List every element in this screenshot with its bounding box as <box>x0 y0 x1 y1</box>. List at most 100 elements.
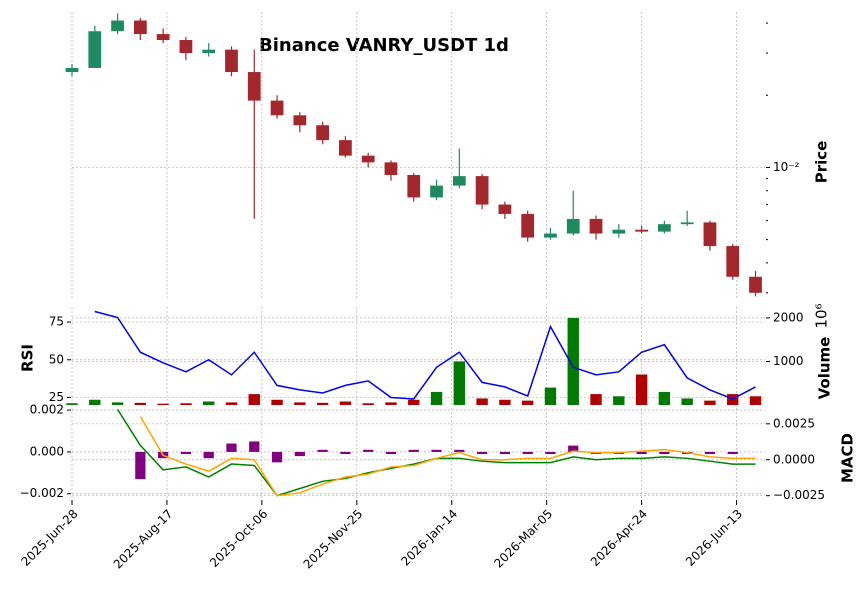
y-tick-label: −0.0025 <box>773 488 825 502</box>
y-tick-label: 2000 <box>773 310 804 324</box>
macd-histogram-bar <box>568 445 579 452</box>
macd-histogram-bar <box>727 451 738 454</box>
candle-body <box>88 31 102 68</box>
volume-bar <box>521 400 534 405</box>
x-tick-label: 2026-Mar-05 <box>491 507 555 571</box>
x-tick-label: 2025-Aug-17 <box>111 507 176 572</box>
x-tick-label: 2025-Jun-28 <box>18 507 80 569</box>
volume-bar <box>294 402 306 405</box>
macd-axis-label: MACD <box>839 433 857 483</box>
volume-bar <box>111 402 124 405</box>
volume-bar <box>635 374 648 405</box>
volume-bar <box>134 402 147 405</box>
volume-bar <box>408 399 420 405</box>
x-tick-label: 2025-Nov-25 <box>301 507 366 572</box>
candle-body <box>202 49 216 54</box>
x-tick-label: 2026-Apr-24 <box>588 507 650 569</box>
volume-bar <box>544 387 557 405</box>
volume-bar <box>430 391 443 405</box>
macd-histogram-bar <box>203 451 214 459</box>
volume-offset-label: 10⁶ <box>813 303 831 328</box>
y-tick-label: 10⁻² <box>773 160 800 174</box>
macd-histogram-bar <box>249 441 260 452</box>
volume-bar <box>453 361 466 405</box>
volume-bar <box>613 396 625 405</box>
candle-body <box>133 20 147 35</box>
price-axis-label: Price <box>813 141 831 184</box>
candle-body <box>589 218 603 234</box>
volume-bar <box>704 400 716 405</box>
y-tick-label: 0.000 <box>30 444 64 458</box>
macd-histogram-bar <box>659 451 670 454</box>
macd-histogram-bar <box>317 449 328 452</box>
candle-body <box>111 20 124 32</box>
macd-histogram-bar <box>636 451 647 454</box>
macd-histogram-bar <box>363 449 374 452</box>
macd-histogram-bar <box>431 449 442 452</box>
y-tick-label: 1000 <box>773 354 804 368</box>
candle-body <box>407 175 421 198</box>
macd-histogram-bar <box>522 451 533 454</box>
x-tick-label: 2026-Jan-14 <box>398 507 460 569</box>
candle-body <box>521 213 535 238</box>
candle-body <box>544 233 557 238</box>
y-tick-label: −0.002 <box>20 486 64 500</box>
volume-bar <box>362 403 374 405</box>
candle-body <box>726 246 740 277</box>
y-tick-label: 0.0025 <box>773 416 815 430</box>
x-tick-label: 2026-Jun-13 <box>683 507 745 569</box>
candle-body <box>293 115 307 126</box>
volume-bar <box>203 401 215 405</box>
candle-body <box>749 276 762 293</box>
volume-bar <box>157 403 169 405</box>
chart-title: Binance VANRY_USDT 1d <box>259 35 509 56</box>
candle-body <box>703 222 717 247</box>
candle-body <box>156 34 170 41</box>
candle-body <box>225 49 238 73</box>
volume-bar <box>225 402 238 405</box>
candle-body <box>566 218 580 234</box>
candle-body <box>452 176 466 186</box>
candle-body <box>65 67 79 73</box>
macd-histogram-bar <box>340 451 351 454</box>
candle-body <box>498 204 512 214</box>
macd-histogram-bar <box>454 449 465 452</box>
volume-bar <box>476 398 488 405</box>
candle-body <box>339 140 352 156</box>
volume-bar <box>248 394 260 405</box>
macd-histogram-bar <box>408 449 419 452</box>
candle-body <box>430 185 443 198</box>
macd-histogram-bar <box>476 451 488 454</box>
volume-bar <box>590 394 602 405</box>
rsi-axis-label: RSI <box>19 344 37 372</box>
candle-body <box>635 229 648 232</box>
volume-bar <box>271 399 283 405</box>
candle-body <box>384 162 398 176</box>
y-tick-label: 0.0000 <box>773 452 815 466</box>
macd-histogram-bar <box>545 451 556 454</box>
y-tick-label: 25 <box>49 390 64 404</box>
volume-bar <box>66 403 78 405</box>
volume-bar <box>567 317 579 405</box>
volume-bar <box>89 399 101 405</box>
volume-bar <box>499 399 511 405</box>
candle-body <box>612 229 626 234</box>
macd-histogram-bar <box>180 451 192 454</box>
macd-histogram-bar <box>499 451 511 454</box>
macd-histogram-bar <box>294 451 305 457</box>
candle-body <box>657 224 671 232</box>
macd-histogram-bar <box>226 443 237 452</box>
candle-body <box>361 155 375 163</box>
y-tick-label: 0.002 <box>30 403 64 417</box>
volume-bar <box>749 396 762 405</box>
candle-body <box>270 100 284 116</box>
y-tick-label: 50 <box>49 352 64 366</box>
macd-histogram-bar <box>704 451 716 454</box>
candle-body <box>680 222 694 225</box>
candle-body <box>179 40 193 54</box>
macd-histogram-bar <box>271 451 283 463</box>
y-tick-label: 75 <box>49 315 64 329</box>
volume-bar <box>339 401 352 405</box>
candle-body <box>475 176 489 205</box>
